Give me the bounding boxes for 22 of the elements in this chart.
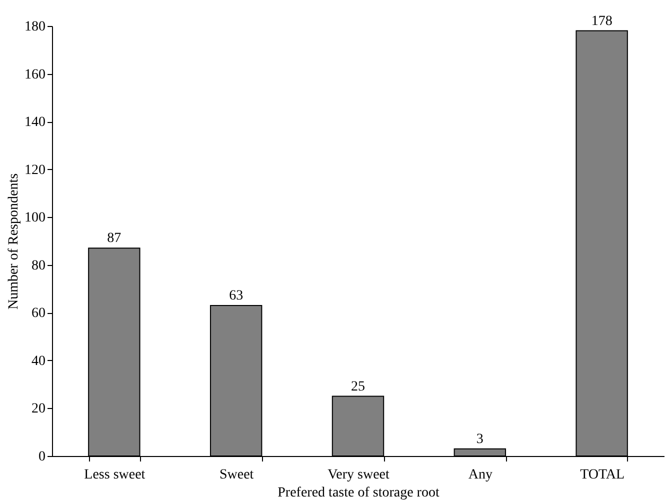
x-tick-label: Less sweet bbox=[84, 468, 146, 482]
x-axis-title: Prefered taste of storage root bbox=[278, 486, 440, 500]
data-label: 63 bbox=[229, 288, 244, 304]
y-axis-title: Number of Respondents bbox=[6, 173, 22, 310]
y-tick-label: 60 bbox=[32, 306, 46, 322]
data-label: 3 bbox=[476, 432, 484, 447]
y-tick-label: 160 bbox=[24, 67, 46, 82]
y-tick-label: 40 bbox=[32, 354, 46, 369]
x-tick-label: Any bbox=[468, 468, 492, 482]
y-tick-label: 140 bbox=[24, 115, 46, 130]
x-tick-label: TOTAL bbox=[580, 468, 625, 482]
y-tick-label: 120 bbox=[24, 162, 46, 178]
data-label: 178 bbox=[591, 14, 612, 29]
x-tick-label: Sweet bbox=[219, 468, 254, 482]
data-label: 25 bbox=[351, 379, 365, 394]
data-label: 87 bbox=[107, 231, 122, 246]
y-tick-label: 20 bbox=[32, 402, 46, 417]
x-tick-label: Very sweet bbox=[328, 468, 390, 482]
y-tick-label: 0 bbox=[38, 450, 46, 464]
y-tick-label: 80 bbox=[32, 258, 46, 274]
y-tick-label: 100 bbox=[24, 210, 46, 226]
y-tick-label: 180 bbox=[24, 20, 46, 34]
